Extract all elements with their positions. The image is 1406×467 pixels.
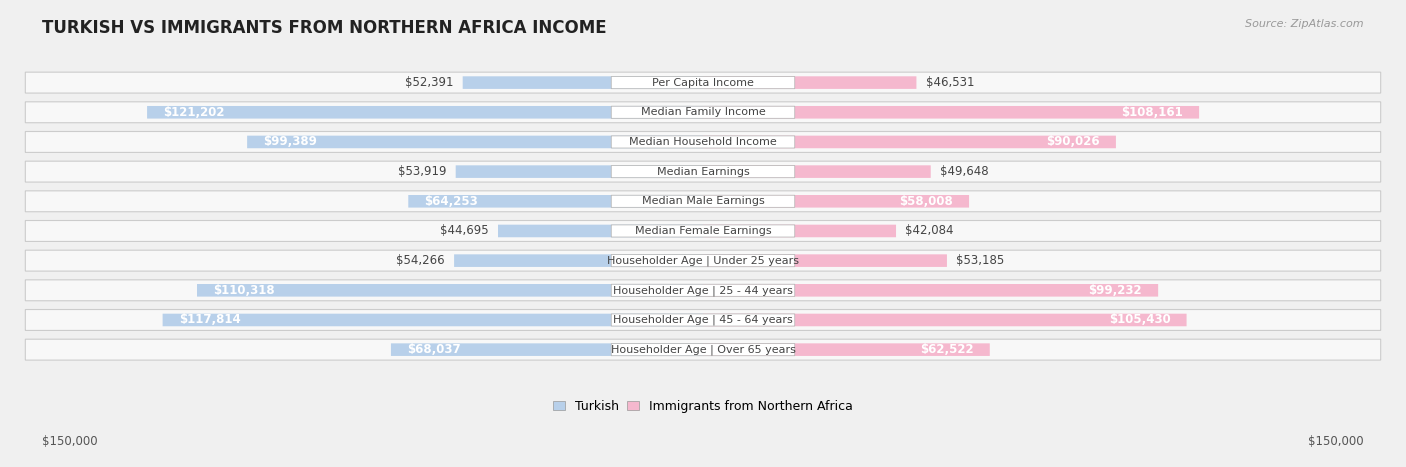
Text: $110,318: $110,318 xyxy=(214,284,274,297)
Text: $99,232: $99,232 xyxy=(1088,284,1142,297)
Text: $58,008: $58,008 xyxy=(900,195,953,208)
FancyBboxPatch shape xyxy=(391,343,703,356)
Text: Householder Age | Over 65 years: Householder Age | Over 65 years xyxy=(610,344,796,355)
Text: $150,000: $150,000 xyxy=(1308,435,1364,448)
Text: $54,266: $54,266 xyxy=(396,254,444,267)
FancyBboxPatch shape xyxy=(25,72,1381,93)
FancyBboxPatch shape xyxy=(25,280,1381,301)
Text: Median Family Income: Median Family Income xyxy=(641,107,765,117)
FancyBboxPatch shape xyxy=(703,106,1199,119)
FancyBboxPatch shape xyxy=(25,102,1381,123)
Text: Householder Age | 25 - 44 years: Householder Age | 25 - 44 years xyxy=(613,285,793,296)
FancyBboxPatch shape xyxy=(703,314,1187,326)
FancyBboxPatch shape xyxy=(25,339,1381,360)
FancyBboxPatch shape xyxy=(25,191,1381,212)
FancyBboxPatch shape xyxy=(612,77,794,89)
FancyBboxPatch shape xyxy=(25,161,1381,182)
Text: $105,430: $105,430 xyxy=(1109,313,1171,326)
Text: $108,161: $108,161 xyxy=(1122,106,1182,119)
FancyBboxPatch shape xyxy=(463,76,703,89)
Text: $117,814: $117,814 xyxy=(179,313,240,326)
Text: $42,084: $42,084 xyxy=(905,225,953,237)
Text: $64,253: $64,253 xyxy=(425,195,478,208)
Text: Median Female Earnings: Median Female Earnings xyxy=(634,226,772,236)
Text: Median Male Earnings: Median Male Earnings xyxy=(641,196,765,206)
Text: $99,389: $99,389 xyxy=(263,135,318,149)
FancyBboxPatch shape xyxy=(163,314,703,326)
FancyBboxPatch shape xyxy=(25,250,1381,271)
FancyBboxPatch shape xyxy=(408,195,703,208)
FancyBboxPatch shape xyxy=(612,225,794,237)
FancyBboxPatch shape xyxy=(612,106,794,118)
Text: TURKISH VS IMMIGRANTS FROM NORTHERN AFRICA INCOME: TURKISH VS IMMIGRANTS FROM NORTHERN AFRI… xyxy=(42,19,607,37)
FancyBboxPatch shape xyxy=(612,195,794,207)
Text: $49,648: $49,648 xyxy=(939,165,988,178)
Text: $53,919: $53,919 xyxy=(398,165,447,178)
FancyBboxPatch shape xyxy=(612,284,794,297)
Text: Source: ZipAtlas.com: Source: ZipAtlas.com xyxy=(1246,19,1364,28)
FancyBboxPatch shape xyxy=(703,165,931,178)
Text: Median Earnings: Median Earnings xyxy=(657,167,749,177)
FancyBboxPatch shape xyxy=(612,344,794,356)
FancyBboxPatch shape xyxy=(703,284,1159,297)
FancyBboxPatch shape xyxy=(612,314,794,326)
Legend: Turkish, Immigrants from Northern Africa: Turkish, Immigrants from Northern Africa xyxy=(548,395,858,417)
Text: $90,026: $90,026 xyxy=(1046,135,1099,149)
Text: Per Capita Income: Per Capita Income xyxy=(652,78,754,88)
FancyBboxPatch shape xyxy=(703,76,917,89)
Text: $62,522: $62,522 xyxy=(920,343,974,356)
FancyBboxPatch shape xyxy=(612,136,794,148)
FancyBboxPatch shape xyxy=(612,166,794,177)
FancyBboxPatch shape xyxy=(247,135,703,148)
FancyBboxPatch shape xyxy=(25,310,1381,331)
FancyBboxPatch shape xyxy=(612,255,794,267)
FancyBboxPatch shape xyxy=(703,135,1116,148)
Text: Median Household Income: Median Household Income xyxy=(628,137,778,147)
Text: $150,000: $150,000 xyxy=(42,435,98,448)
FancyBboxPatch shape xyxy=(703,225,896,237)
Text: Householder Age | Under 25 years: Householder Age | Under 25 years xyxy=(607,255,799,266)
Text: $52,391: $52,391 xyxy=(405,76,454,89)
Text: $53,185: $53,185 xyxy=(956,254,1004,267)
FancyBboxPatch shape xyxy=(456,165,703,178)
FancyBboxPatch shape xyxy=(703,255,948,267)
FancyBboxPatch shape xyxy=(197,284,703,297)
Text: $68,037: $68,037 xyxy=(406,343,461,356)
Text: $44,695: $44,695 xyxy=(440,225,489,237)
FancyBboxPatch shape xyxy=(703,195,969,208)
FancyBboxPatch shape xyxy=(498,225,703,237)
FancyBboxPatch shape xyxy=(148,106,703,119)
FancyBboxPatch shape xyxy=(454,255,703,267)
FancyBboxPatch shape xyxy=(703,343,990,356)
Text: $46,531: $46,531 xyxy=(925,76,974,89)
Text: Householder Age | 45 - 64 years: Householder Age | 45 - 64 years xyxy=(613,315,793,325)
FancyBboxPatch shape xyxy=(25,132,1381,152)
Text: $121,202: $121,202 xyxy=(163,106,225,119)
FancyBboxPatch shape xyxy=(25,220,1381,241)
